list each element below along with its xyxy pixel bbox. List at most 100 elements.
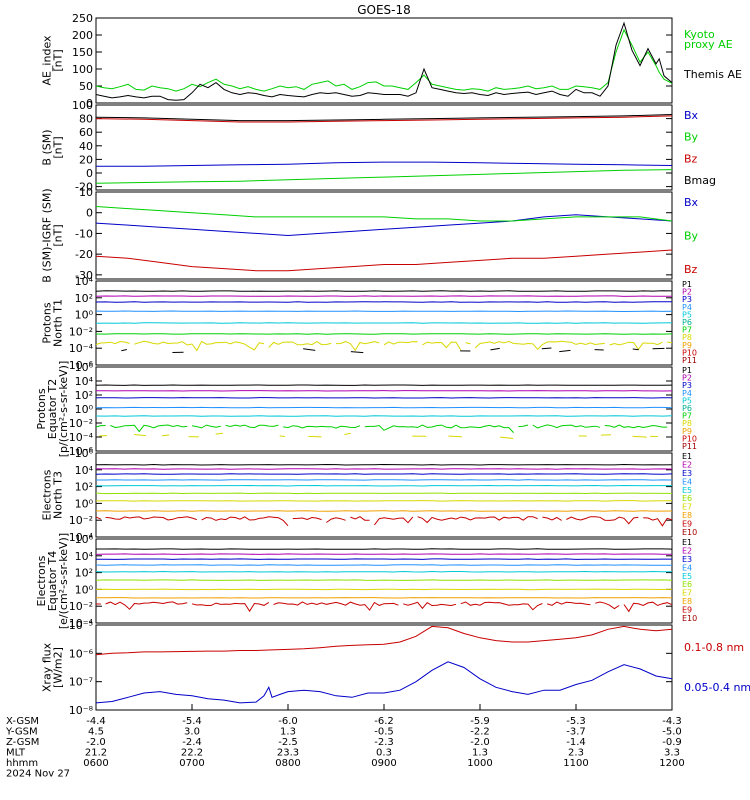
y-tick-label: 10⁻⁴ bbox=[69, 431, 94, 444]
series-segment bbox=[95, 425, 106, 428]
series-segment bbox=[403, 601, 457, 610]
chart-title: GOES-18 bbox=[357, 3, 411, 17]
series-E7 bbox=[95, 588, 673, 591]
x-tick-label: -2.5 bbox=[278, 737, 298, 748]
x-tick-label: -2.3 bbox=[374, 737, 394, 748]
x-tick-label: 1100 bbox=[563, 758, 588, 769]
y-axis-label: Electrons bbox=[35, 555, 48, 606]
series-P4 bbox=[95, 310, 673, 313]
y-tick-label: -30 bbox=[75, 269, 93, 282]
series-line bbox=[95, 468, 673, 470]
y-tick-label: 50 bbox=[79, 80, 93, 93]
series-line bbox=[95, 570, 673, 573]
x-tick-label: 1000 bbox=[467, 758, 492, 769]
x-tick-label: 1.3 bbox=[472, 748, 488, 759]
y-axis-label: Equator T4 bbox=[46, 551, 59, 611]
series-dash bbox=[541, 347, 552, 350]
series-line bbox=[95, 625, 673, 656]
panel-frame bbox=[95, 538, 673, 624]
legend-label: P1 bbox=[682, 366, 692, 375]
legend-label: P11 bbox=[682, 356, 697, 365]
y-tick-label: 150 bbox=[72, 46, 93, 59]
y-tick-label: 10⁴ bbox=[75, 550, 94, 563]
series-line bbox=[95, 564, 672, 566]
series-line bbox=[96, 161, 673, 167]
x-tick-label: -4.4 bbox=[86, 716, 106, 727]
series-line bbox=[95, 579, 673, 581]
y-tick-label: 10⁶ bbox=[75, 361, 94, 374]
legend-label: E3 bbox=[682, 555, 692, 564]
x-tick-label: -3.7 bbox=[566, 727, 586, 738]
legend-label: Themis AE bbox=[683, 68, 742, 81]
legend-label: E9 bbox=[682, 606, 692, 615]
legend-label: P5 bbox=[682, 310, 692, 319]
legend-label: Bmag bbox=[684, 174, 716, 187]
y-tick-label: 10² bbox=[75, 567, 93, 580]
series-line bbox=[95, 169, 673, 184]
x-row-label: hhmm bbox=[6, 758, 38, 769]
y-tick-label: 10⁻⁶ bbox=[69, 359, 94, 372]
y-tick-label: 10⁻⁵ bbox=[69, 619, 93, 632]
y-axis-label: [W/m2] bbox=[52, 647, 65, 688]
series-dash bbox=[499, 436, 514, 439]
series-segment bbox=[532, 424, 601, 429]
series-segment bbox=[191, 601, 270, 613]
series-line bbox=[95, 661, 673, 704]
y-tick-label: 250 bbox=[72, 12, 93, 25]
y-axis-label: AE_index bbox=[41, 35, 54, 86]
y-tick-label: 10⁻⁴ bbox=[69, 342, 94, 355]
series-Bx bbox=[96, 161, 673, 167]
y-tick-label: -10 bbox=[75, 227, 93, 240]
x-row-label: Y-GSM bbox=[5, 727, 38, 738]
series-segment bbox=[350, 516, 370, 521]
series-line bbox=[95, 333, 673, 335]
series-line bbox=[95, 484, 672, 487]
series-segment bbox=[374, 516, 414, 526]
series-P1 bbox=[95, 290, 673, 292]
series-segment bbox=[95, 516, 101, 520]
x-tick-label: -5.4 bbox=[182, 716, 202, 727]
x-tick-label: -2.4 bbox=[182, 737, 202, 748]
legend-label: Bx bbox=[684, 109, 699, 122]
series-segment bbox=[335, 340, 380, 352]
series-segment bbox=[422, 341, 462, 351]
series-segment bbox=[474, 340, 605, 351]
series-0.1-0.8 nm bbox=[95, 625, 673, 656]
y-axis-label: North T3 bbox=[52, 471, 65, 519]
y-tick-label: -20 bbox=[75, 248, 93, 261]
series-E6 bbox=[95, 492, 672, 495]
series-Themis AE bbox=[95, 21, 673, 101]
x-tick-label: -1.4 bbox=[566, 737, 586, 748]
y-axis-label: [p/(cm²-s-sr-keV)] bbox=[57, 361, 70, 458]
y-tick-label: 20 bbox=[79, 153, 93, 166]
legend-label: P8 bbox=[682, 419, 692, 428]
y-axis-label: B (SM)-IGRF (SM) bbox=[41, 188, 54, 282]
legend-label: P7 bbox=[682, 412, 692, 421]
y-tick-label: 60 bbox=[79, 126, 93, 139]
legend-label: Kyoto bbox=[684, 28, 715, 41]
series-0.05-0.4 nm bbox=[95, 661, 673, 704]
series-segment bbox=[547, 601, 591, 606]
x-tick-label: -5.9 bbox=[470, 716, 490, 727]
legend-label: E4 bbox=[682, 477, 692, 486]
panel-frame bbox=[95, 366, 673, 452]
series-E5 bbox=[95, 570, 673, 573]
series-line bbox=[95, 492, 672, 495]
series-P6 bbox=[95, 424, 668, 433]
legend-label: P4 bbox=[682, 303, 692, 312]
y-tick-label: 10⁴ bbox=[75, 275, 94, 288]
y-tick-label: -20 bbox=[75, 181, 93, 194]
series-E1 bbox=[96, 548, 673, 550]
series-segment bbox=[604, 424, 668, 429]
series-segment bbox=[105, 516, 197, 521]
y-axis-label: [nT] bbox=[52, 136, 65, 158]
legend-label: E6 bbox=[682, 494, 692, 503]
y-tick-label: 100 bbox=[72, 63, 93, 76]
series-line bbox=[95, 249, 673, 272]
x-tick-label: -0.5 bbox=[374, 727, 394, 738]
x-tick-label: 22.2 bbox=[181, 748, 203, 759]
series-dash bbox=[303, 348, 316, 351]
y-tick-label: 10² bbox=[75, 389, 93, 402]
